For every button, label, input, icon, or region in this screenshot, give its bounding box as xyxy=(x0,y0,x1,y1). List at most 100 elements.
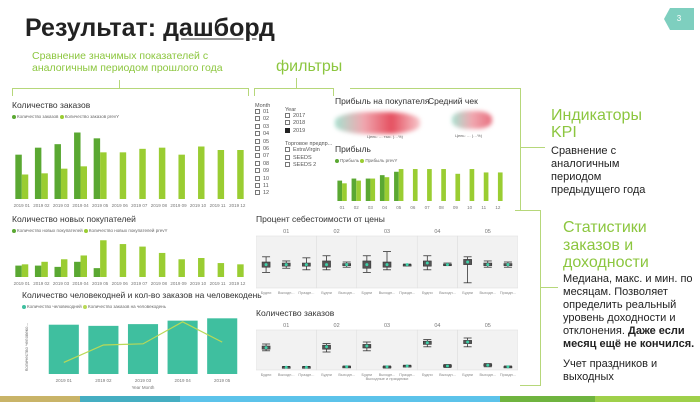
median-point xyxy=(284,365,288,369)
month-option[interactable]: 01 xyxy=(255,109,270,116)
median-point xyxy=(345,263,349,267)
x-tick-label: 01 xyxy=(340,205,346,210)
month-option[interactable]: 07 xyxy=(255,153,270,160)
kpi-avg-check-value-blurred xyxy=(452,111,492,129)
bracket-line xyxy=(350,88,520,89)
checkbox[interactable] xyxy=(285,147,290,153)
median-point xyxy=(284,263,288,267)
panel-month-label: 04 xyxy=(434,323,440,329)
bracket-line xyxy=(540,287,558,288)
month-option[interactable]: 03 xyxy=(255,124,270,131)
bar-prev xyxy=(139,246,146,277)
bar-prev xyxy=(80,166,88,199)
bar-current xyxy=(379,175,385,201)
month-filter-label: Month xyxy=(255,103,271,109)
bar-prev xyxy=(100,240,107,277)
profit-chart: 01 02 03 04 05 06 07 08 09 10 11 12 xyxy=(337,169,503,210)
checkbox[interactable] xyxy=(285,120,290,126)
checkbox[interactable] xyxy=(285,154,290,160)
checkbox[interactable] xyxy=(255,109,260,115)
bar-current xyxy=(365,178,371,201)
category-label: Выходн... xyxy=(379,291,396,295)
checkbox[interactable] xyxy=(255,182,260,188)
x-tick-label: 2019 05 xyxy=(214,378,231,383)
month-option[interactable]: 02 xyxy=(255,116,270,123)
checkbox[interactable] xyxy=(285,113,290,119)
checkbox[interactable] xyxy=(285,162,290,167)
legend-label: Прибыль prevY xyxy=(365,158,398,163)
bar-prev xyxy=(41,261,48,277)
month-option[interactable]: 12 xyxy=(255,190,270,197)
x-tick-label: 10 xyxy=(467,205,473,210)
title-underlined: дашборд xyxy=(163,14,275,42)
checkbox[interactable] xyxy=(255,175,260,181)
x-tick-label: 2019 04 xyxy=(72,203,89,207)
median-point xyxy=(405,364,409,368)
year-option[interactable]: 2018 xyxy=(285,120,333,127)
bar-prev xyxy=(398,169,404,201)
x-axis-label: Выходные и праздники xyxy=(366,376,409,381)
x-tick-label: 2019 08 xyxy=(151,281,168,286)
checkbox[interactable] xyxy=(255,146,260,151)
year-option[interactable]: 2017 xyxy=(285,113,333,120)
year-option[interactable]: 2019 xyxy=(285,128,333,135)
stats-title: Статистики заказов и доходности xyxy=(563,219,649,271)
month-option[interactable]: 11 xyxy=(255,183,270,190)
bar-prev xyxy=(198,258,205,277)
x-tick-label: 2019 07 xyxy=(131,281,148,286)
month-option[interactable]: 04 xyxy=(255,131,270,138)
checkbox[interactable] xyxy=(255,123,260,129)
orders-legend: Количество заказов Количество заказов pr… xyxy=(12,114,119,119)
trade-option[interactable]: SEEDS 2 xyxy=(285,162,333,169)
x-tick-label: 2019 09 xyxy=(170,203,187,207)
bracket-line xyxy=(248,88,249,96)
checkbox-label: 01 xyxy=(263,109,270,115)
slide-title: Результат: дашборд xyxy=(25,14,275,43)
x-tick-label: 2019 03 xyxy=(135,378,152,383)
bar-prev xyxy=(60,168,68,199)
checkbox[interactable] xyxy=(255,131,260,137)
checkbox-label: 08 xyxy=(263,160,270,167)
checkbox-label: 02 xyxy=(263,116,270,123)
kpi-text: Сравнение с аналогичным периодом предыду… xyxy=(551,145,646,196)
month-option[interactable]: 06 xyxy=(255,146,270,153)
x-tick-label: 08 xyxy=(439,205,445,210)
median-point xyxy=(365,263,369,267)
median-point xyxy=(264,263,268,267)
bar-prev xyxy=(356,180,361,201)
checkbox[interactable] xyxy=(255,116,260,122)
checkbox[interactable] xyxy=(255,168,260,174)
panel xyxy=(416,329,458,371)
checkbox-label: 06 xyxy=(263,145,270,152)
checkbox[interactable] xyxy=(255,190,260,196)
month-option[interactable]: 05 xyxy=(255,139,270,146)
checkbox[interactable] xyxy=(255,153,260,159)
profit-chart-title: Прибыль xyxy=(335,144,371,154)
category-label: Выходн... xyxy=(379,373,396,377)
checkbox[interactable] xyxy=(255,160,260,166)
category-label: Выходн... xyxy=(479,373,496,377)
kpi-profit-value-blurred xyxy=(335,112,420,134)
trade-option[interactable]: SEEDS xyxy=(285,155,333,162)
trade-option[interactable]: ExtraVirgin xyxy=(285,147,333,154)
x-tick-label: 2019 12 xyxy=(229,281,246,286)
legend-label: Количество человекодней xyxy=(27,304,82,309)
footer-stripe xyxy=(0,396,80,402)
month-option[interactable]: 08 xyxy=(255,161,270,168)
bracket-line xyxy=(520,88,521,210)
checkbox[interactable] xyxy=(285,127,290,133)
panel xyxy=(256,329,317,371)
month-option[interactable]: 10 xyxy=(255,176,270,183)
median-point xyxy=(466,260,470,264)
x-tick-label: 2019 02 xyxy=(33,203,50,207)
footer-stripe xyxy=(500,396,595,402)
checkbox[interactable] xyxy=(255,138,260,144)
bar-prev xyxy=(158,252,166,277)
median-point xyxy=(506,365,510,369)
footer-stripe xyxy=(595,396,700,402)
category-label: Будни xyxy=(362,291,373,295)
bracket-line xyxy=(119,80,120,88)
month-option[interactable]: 09 xyxy=(255,168,270,175)
